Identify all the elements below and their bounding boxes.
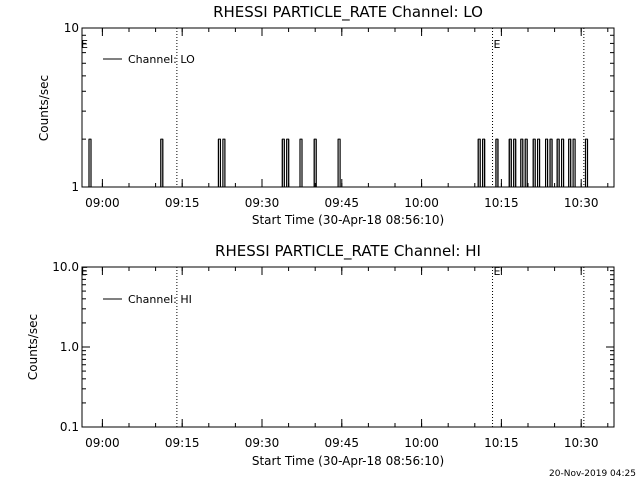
x-tick-label: 10:00 [404,436,439,450]
legend: Channel: LO [103,53,195,66]
x-tick-label: 10:15 [484,436,519,450]
x-tick-label: 10:30 [564,196,599,210]
y-tick-label: 10.0 [52,260,79,274]
legend: Channel: HI [103,293,192,306]
event-marker-label: E [494,265,501,278]
x-tick-label: 09:45 [324,436,359,450]
event-marker-label: E [494,38,501,51]
data-pulse [561,139,565,187]
data-pulse [513,139,517,187]
x-tick-label: 09:00 [85,196,120,210]
chart-title: RHESSI PARTICLE_RATE Channel: LO [213,3,483,22]
data-pulse [545,139,549,187]
x-tick-label: 09:15 [165,196,200,210]
data-pulse [299,139,303,187]
y-tick-label: 10 [64,21,79,35]
data-pulse [222,139,226,187]
data-pulse [160,139,164,187]
start-marker-label: E [81,265,88,278]
x-tick-label: 10:00 [404,196,439,210]
plot-frame [81,266,615,428]
x-tick-label: 10:30 [564,436,599,450]
legend-label: Channel: LO [128,53,195,66]
x-axis-label: Start Time (30-Apr-18 08:56:10) [252,454,444,468]
data-pulse [88,139,92,187]
data-pulse [532,139,536,187]
plot-frame [81,27,615,188]
data-pulse [313,139,317,187]
data-pulse [584,139,589,187]
x-tick-label: 09:45 [324,196,359,210]
y-tick-label: 1.0 [60,340,79,354]
y-axis-label: Counts/sec [37,75,51,141]
x-tick-label: 09:00 [85,436,120,450]
data-pulse [572,139,576,187]
data-pulse [337,139,341,187]
y-tick-label: 1 [71,180,79,194]
chart-panel-lo: RHESSI PARTICLE_RATE Channel: LO Counts/… [37,3,615,227]
data-pulse [286,139,290,187]
data-pulse [482,139,486,187]
data-pulse [495,139,499,187]
footer-timestamp: 20-Nov-2019 04:25 [549,469,636,479]
x-tick-label: 09:15 [165,436,200,450]
data-pulse [281,139,285,187]
x-tick-label: 09:30 [245,436,280,450]
x-axis-label: Start Time (30-Apr-18 08:56:10) [252,213,444,227]
x-tick-label: 09:30 [245,196,280,210]
start-marker-label: E [81,38,88,51]
data-pulse [520,139,524,187]
y-tick-label: 0.1 [60,420,79,434]
data-pulse [568,139,572,187]
data-pulse [556,139,560,187]
data-pulse [477,139,481,187]
chart-panel-hi: RHESSI PARTICLE_RATE Channel: HI Counts/… [26,242,615,468]
series-line [82,138,614,188]
chart-title: RHESSI PARTICLE_RATE Channel: HI [215,242,481,261]
data-pulse [508,139,512,187]
x-tick-label: 10:15 [484,196,519,210]
data-pulse [524,139,528,187]
y-axis-label: Counts/sec [26,314,40,380]
legend-label: Channel: HI [128,293,192,306]
data-pulse [549,139,553,187]
data-pulse [537,139,541,187]
data-pulse [217,139,221,187]
